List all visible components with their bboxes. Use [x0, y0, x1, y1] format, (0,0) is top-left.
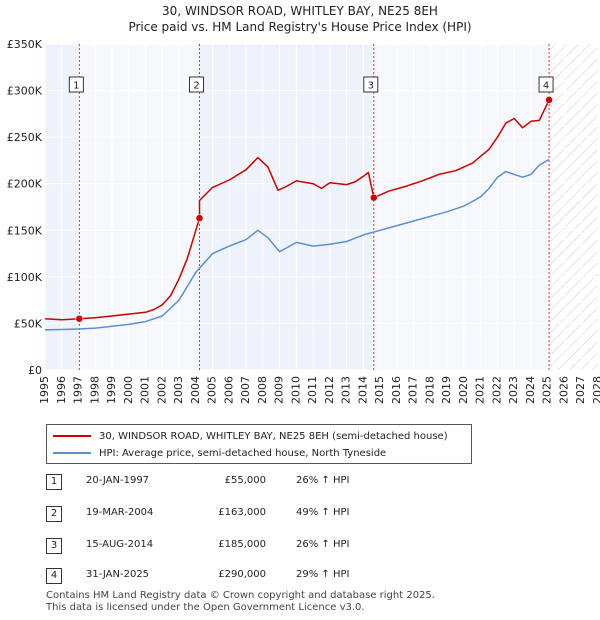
sale-row: 2 19-MAR-2004 £163,000 49% ↑ HPI [46, 506, 446, 524]
x-tick-label: 2022 [490, 376, 503, 404]
x-tick-label: 2012 [323, 376, 336, 404]
sale-number-badge: 3 [46, 538, 62, 554]
sale-number-badge: 1 [46, 474, 62, 490]
sale-price: £55,000 [224, 475, 266, 486]
sale-row: 1 20-JAN-1997 £55,000 26% ↑ HPI [46, 474, 446, 492]
sale-number-badge: 2 [46, 506, 62, 522]
sale-row: 4 31-JAN-2025 £290,000 29% ↑ HPI [46, 568, 446, 586]
legend-swatch-hpi [53, 452, 91, 454]
ownership-band [79, 44, 200, 370]
footer-copyright: Contains HM Land Registry data © Crown c… [46, 590, 435, 601]
sale-date: 31-JAN-2025 [86, 569, 150, 580]
sale-number-box [363, 76, 379, 93]
y-tick-label: £300K [7, 85, 43, 98]
sale-point [545, 96, 553, 104]
x-tick-label: 1997 [72, 376, 85, 404]
sale-hpi-change: 49% ↑ HPI [296, 507, 350, 518]
sale-price: £163,000 [218, 507, 266, 518]
x-tick-label: 1998 [88, 376, 101, 404]
sale-hpi-change: 26% ↑ HPI [296, 539, 350, 550]
x-tick-label: 2018 [423, 376, 436, 404]
x-tick-label: 1995 [38, 376, 51, 404]
sale-date: 20-JAN-1997 [86, 475, 150, 486]
property-price-line [44, 99, 550, 321]
x-tick-label: 2024 [524, 376, 537, 404]
x-tick-label: 1999 [105, 376, 118, 404]
sale-number-label: 4 [543, 81, 549, 92]
x-tick-label: 2006 [222, 376, 235, 404]
x-tick-label: 2008 [256, 376, 269, 404]
sale-number-label: 3 [368, 81, 374, 92]
legend-item-hpi: HPI: Average price, semi-detached house,… [53, 445, 386, 461]
sale-date: 15-AUG-2014 [86, 539, 154, 550]
x-tick-label: 2003 [172, 376, 185, 404]
legend-label-hpi: HPI: Average price, semi-detached house,… [99, 447, 387, 459]
price-chart: 1 2 3 4 £0 £50K £100K £150K £200K £250K £300K £350K… [7, 38, 600, 404]
sale-number-label: 1 [73, 81, 79, 92]
y-tick-label: £150K [7, 224, 43, 237]
sale-date: 19-MAR-2004 [86, 507, 154, 518]
x-tick-label: 2019 [440, 376, 453, 404]
x-tick-label: 2013 [340, 376, 353, 404]
sale-number-badge: 4 [46, 568, 62, 584]
x-tick-label: 2016 [390, 376, 403, 404]
legend-swatch-property [53, 435, 91, 437]
sale-hpi-change: 26% ↑ HPI [296, 475, 350, 486]
x-tick-label: 2010 [289, 376, 302, 404]
x-tick-label: 2023 [507, 376, 520, 404]
x-tick-label: 2009 [273, 376, 286, 404]
sale-number-box [538, 76, 554, 93]
x-tick-label: 2021 [474, 376, 487, 404]
y-tick-label: £50K [14, 317, 43, 330]
sale-price: £290,000 [218, 569, 266, 580]
y-tick-label: £250K [7, 131, 43, 144]
x-tick-label: 2026 [557, 376, 570, 404]
x-tick-label: 2025 [541, 376, 554, 404]
chart-subtitle: Price paid vs. HM Land Registry's House … [128, 20, 472, 34]
x-tick-label: 2020 [457, 376, 470, 404]
x-tick-label: 2028 [591, 376, 600, 404]
legend-item-property: 30, WINDSOR ROAD, WHITLEY BAY, NE25 8EH … [53, 428, 448, 444]
sale-hpi-change: 29% ↑ HPI [296, 569, 350, 580]
y-tick-label: £200K [7, 178, 43, 191]
x-tick-label: 1996 [55, 376, 68, 404]
sale-point [370, 193, 378, 202]
legend-label-property: 30, WINDSOR ROAD, WHITLEY BAY, NE25 8EH … [99, 430, 448, 442]
sale-number-box [68, 76, 84, 93]
hpi-line [44, 158, 550, 331]
x-tick-label: 2002 [155, 376, 168, 404]
x-tick-label: 2014 [356, 376, 369, 404]
x-tick-label: 2004 [189, 376, 202, 404]
x-tick-label: 2011 [306, 376, 319, 404]
sale-point [75, 315, 84, 323]
sale-row: 3 15-AUG-2014 £185,000 26% ↑ HPI [46, 538, 446, 556]
chart-title: 30, WINDSOR ROAD, WHITLEY BAY, NE25 8EH [162, 4, 438, 18]
footer-license: This data is licensed under the Open Gov… [46, 602, 365, 613]
x-tick-label: 2015 [373, 376, 386, 404]
x-tick-label: 2000 [122, 376, 135, 404]
y-tick-label: £350K [7, 38, 43, 51]
sale-point [195, 214, 204, 222]
forecast-region [549, 44, 598, 370]
legend: 30, WINDSOR ROAD, WHITLEY BAY, NE25 8EH … [46, 424, 472, 464]
x-tick-label: 2027 [574, 376, 587, 404]
sale-price: £185,000 [218, 539, 266, 550]
x-tick-label: 2007 [239, 376, 252, 404]
sale-number-box [189, 76, 205, 93]
y-tick-label: £0 [28, 364, 42, 377]
x-tick-label: 2001 [139, 376, 152, 404]
y-tick-label: £100K [7, 271, 43, 284]
x-tick-label: 2005 [206, 376, 219, 404]
x-tick-label: 2017 [407, 376, 420, 404]
sale-number-label: 2 [193, 81, 199, 92]
